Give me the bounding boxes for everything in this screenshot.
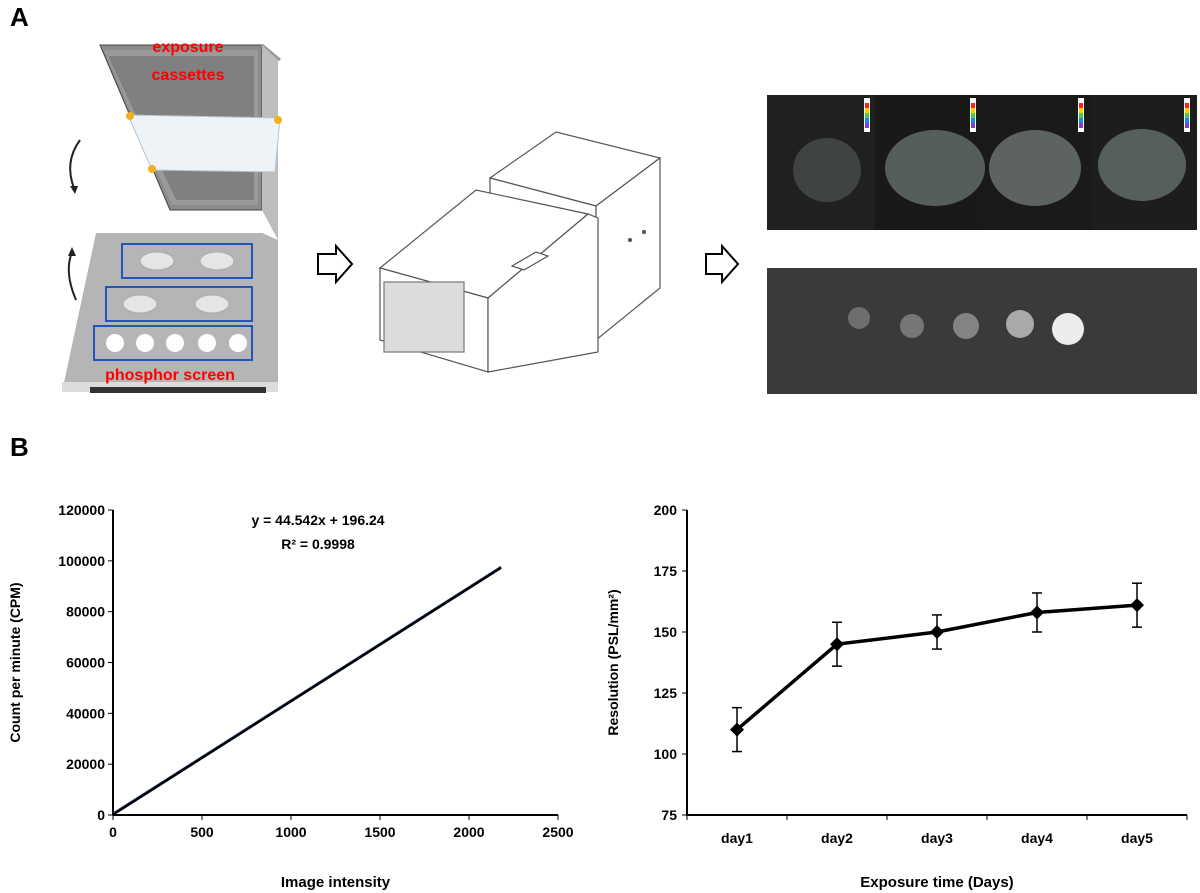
colorbar-4 <box>1184 98 1190 132</box>
y-axis-label: Count per minute (CPM) <box>7 582 23 742</box>
resolution-vs-exposure-chart: 75 100 125 150 175 200 day1 day2 day3 day4 day5 Exp… <box>605 502 1188 891</box>
arrow-right-icon <box>705 243 740 285</box>
data-point-marker <box>830 637 844 652</box>
curved-arrow-down-icon <box>69 139 81 194</box>
x-tick-label: 1500 <box>364 824 395 840</box>
x-axis-label: Exposure time (Days) <box>860 874 1013 891</box>
data-point-marker <box>730 722 744 737</box>
cassettes-label: cassettes <box>152 67 225 84</box>
r-squared-annotation: R² = 0.9998 <box>281 536 355 552</box>
colorbar-3 <box>1078 98 1084 132</box>
x-tick-label: 500 <box>190 824 214 840</box>
y-tick-label: 100000 <box>58 553 105 569</box>
y-tick-label: 0 <box>97 807 105 823</box>
phosphor-screen-label: phosphor screen <box>105 367 235 384</box>
y-tick-label: 75 <box>661 807 677 823</box>
y-tick-label: 40000 <box>66 705 105 721</box>
tumor-scan-images <box>767 95 1197 230</box>
data-point-marker <box>930 625 944 639</box>
phosphor-sheet <box>126 112 282 173</box>
curved-arrow-up-icon <box>67 247 77 301</box>
standards-scan-image <box>767 268 1197 394</box>
panel-b-label: B <box>10 432 29 462</box>
data-point-marker <box>1130 598 1144 613</box>
panel-b-charts: 0 20000 40000 60000 80000 100000 120000 0 500 100… <box>7 502 1188 891</box>
x-axis-label: Image intensity <box>281 874 391 891</box>
y-tick-label: 200 <box>654 502 678 518</box>
panel-a-label: A <box>10 2 29 32</box>
equation-annotation: y = 44.542x + 196.24 <box>251 512 384 528</box>
panel-a-figure: exposure cassettes phosphor screen <box>62 39 1197 394</box>
colorbar-1 <box>864 98 870 132</box>
y-tick-label: 80000 <box>66 604 105 620</box>
x-tick-label: day1 <box>721 830 753 846</box>
x-tick-label: 2500 <box>542 824 573 840</box>
cpm-vs-intensity-chart: 0 20000 40000 60000 80000 100000 120000 0 500 100… <box>7 502 574 891</box>
x-tick-label: day5 <box>1121 830 1153 846</box>
y-tick-label: 175 <box>654 563 678 579</box>
y-tick-label: 125 <box>654 685 678 701</box>
x-tick-label: 1000 <box>275 824 306 840</box>
y-tick-label: 60000 <box>66 655 105 671</box>
arrow-right-icon <box>317 243 354 285</box>
colorbar-2 <box>970 98 976 132</box>
x-tick-label: day4 <box>1021 830 1053 846</box>
data-point-marker <box>1030 605 1044 620</box>
y-tick-label: 120000 <box>58 502 105 518</box>
exposure-cassette-base <box>62 233 278 393</box>
y-tick-label: 100 <box>654 746 678 762</box>
x-tick-label: day3 <box>921 830 953 846</box>
phosphor-scanner-icon <box>378 131 662 373</box>
exposure-label: exposure <box>152 39 223 56</box>
y-axis-label: Resolution (PSL/mm²) <box>605 589 621 735</box>
x-tick-label: 0 <box>109 824 117 840</box>
fit-line <box>112 566 502 816</box>
y-tick-label: 20000 <box>66 756 105 772</box>
y-tick-label: 150 <box>654 624 678 640</box>
x-tick-label: 2000 <box>453 824 484 840</box>
x-tick-label: day2 <box>821 830 853 846</box>
